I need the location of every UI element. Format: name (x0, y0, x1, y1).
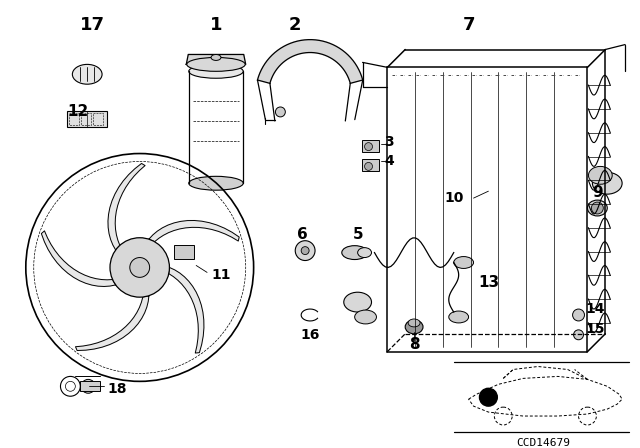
Polygon shape (108, 164, 145, 250)
Ellipse shape (405, 320, 423, 334)
Text: 9: 9 (592, 185, 603, 200)
Ellipse shape (72, 65, 102, 84)
Text: 15: 15 (586, 322, 605, 336)
Text: 1: 1 (210, 16, 222, 34)
Text: 10: 10 (444, 191, 463, 205)
Text: 13: 13 (478, 275, 499, 290)
Ellipse shape (408, 319, 420, 327)
Ellipse shape (342, 246, 367, 259)
Ellipse shape (187, 57, 245, 71)
Polygon shape (149, 220, 239, 242)
Circle shape (301, 247, 309, 254)
Circle shape (573, 309, 584, 321)
Circle shape (365, 163, 372, 170)
Text: 8: 8 (409, 337, 419, 352)
Bar (67, 111, 107, 127)
Ellipse shape (344, 292, 371, 312)
Circle shape (81, 379, 95, 393)
Polygon shape (186, 55, 246, 65)
Text: 6: 6 (297, 227, 308, 242)
Bar (81, 113, 91, 125)
Circle shape (110, 238, 170, 297)
Ellipse shape (358, 248, 371, 258)
Polygon shape (42, 231, 116, 286)
Polygon shape (169, 267, 204, 353)
Circle shape (275, 107, 285, 117)
Text: 5: 5 (353, 227, 363, 242)
Circle shape (365, 142, 372, 151)
Text: CCD14679: CCD14679 (516, 438, 570, 448)
Text: 11: 11 (211, 268, 230, 282)
Text: 2: 2 (289, 16, 301, 34)
Circle shape (130, 258, 150, 277)
Ellipse shape (588, 166, 612, 184)
Text: 14: 14 (586, 302, 605, 316)
Bar (69, 113, 79, 125)
Bar (362, 140, 380, 151)
Text: 18: 18 (107, 382, 127, 396)
Bar (362, 159, 380, 172)
Ellipse shape (588, 200, 607, 216)
Ellipse shape (189, 177, 243, 190)
Bar (80, 381, 100, 391)
Circle shape (573, 330, 584, 340)
Ellipse shape (211, 55, 221, 60)
Ellipse shape (355, 310, 376, 324)
Circle shape (479, 388, 497, 406)
Circle shape (591, 202, 604, 214)
Text: 4: 4 (385, 155, 394, 168)
Ellipse shape (454, 257, 474, 268)
Text: 3: 3 (385, 135, 394, 149)
Ellipse shape (189, 65, 243, 78)
Ellipse shape (593, 172, 622, 194)
Circle shape (295, 241, 315, 261)
Bar (93, 113, 103, 125)
Text: 12: 12 (68, 104, 89, 120)
Text: 17: 17 (79, 16, 105, 34)
Text: 7: 7 (462, 16, 475, 34)
Polygon shape (76, 296, 149, 350)
Text: 16: 16 (300, 328, 320, 342)
Polygon shape (257, 40, 363, 83)
Ellipse shape (449, 311, 468, 323)
Bar (174, 245, 194, 258)
